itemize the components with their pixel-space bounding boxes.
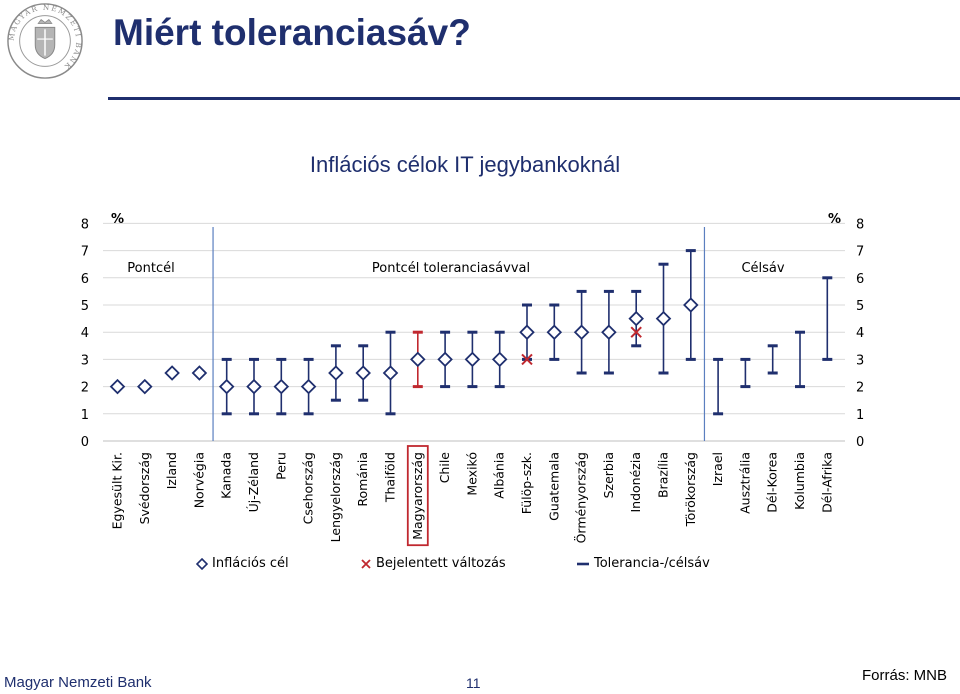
target-marker (601, 324, 617, 340)
legend-label-change: Bejelentett változás (376, 556, 506, 571)
page-title: Miért toleranciasáv? (113, 12, 471, 53)
target-marker (164, 365, 180, 381)
target-marker (109, 378, 126, 395)
target-marker (546, 324, 563, 340)
group-label: Célsáv (741, 261, 784, 276)
change-marker (630, 326, 642, 338)
band-line-icon (577, 562, 589, 565)
x-tick-label: Chile (437, 452, 452, 484)
chart-title: Inflációs célok IT jegybankoknál (310, 152, 620, 177)
target-marker (683, 297, 699, 313)
x-tick-label: Új-Zéland (246, 452, 261, 512)
target-marker (382, 365, 399, 381)
x-tick-label: Thaiföld (383, 452, 398, 503)
x-tick-label: Kolumbia (792, 452, 807, 510)
y-tick-label-left: 4 (81, 326, 89, 341)
diamond-marker-icon (196, 557, 208, 570)
target-marker (328, 365, 344, 381)
target-marker (628, 310, 644, 327)
y-tick-label-left: 8 (81, 217, 89, 232)
x-tick-label: Norvégia (191, 452, 206, 508)
target-marker (437, 351, 453, 368)
y-tick-label-left: 2 (81, 381, 89, 396)
legend-item-change: Bejelentett változás (360, 556, 506, 571)
x-tick-label: Csehország (301, 452, 316, 524)
legend-item-target: Inflációs cél (196, 556, 289, 571)
legend-item-band: Tolerancia-/célsáv (576, 556, 710, 571)
legend-label-target: Inflációs cél (212, 556, 289, 571)
target-marker (246, 378, 262, 395)
source-note: Forrás: MNB (862, 667, 948, 684)
target-marker (519, 324, 535, 340)
x-tick-label: Albánia (492, 452, 507, 499)
y-tick-label-right: 3 (856, 353, 864, 368)
page-number: 11 (466, 675, 481, 691)
x-tick-label: Brazília (656, 452, 671, 498)
y-tick-label-left: 5 (81, 299, 89, 314)
x-tick-label: Svédország (137, 452, 152, 524)
y-tick-label-left: 7 (81, 245, 89, 260)
x-tick-label: Kanada (219, 452, 234, 499)
x-tick-label: Törökország (683, 452, 698, 527)
target-marker (218, 378, 235, 395)
target-marker (300, 378, 317, 395)
y-tick-label-left: 6 (81, 272, 89, 287)
x-tick-label: Izrael (710, 452, 725, 486)
y-unit-left: % (111, 212, 124, 227)
footer-bank-name: Magyar Nemzeti Bank (4, 674, 152, 691)
target-marker (137, 378, 153, 395)
y-tick-label-right: 0 (856, 435, 864, 450)
x-tick-label: Indonézia (628, 452, 643, 513)
y-tick-label-right: 5 (856, 299, 864, 314)
title-divider (108, 97, 960, 100)
x-tick-label: Izland (164, 452, 179, 489)
target-marker (464, 351, 481, 368)
y-tick-label-right: 8 (856, 217, 864, 232)
y-tick-label-left: 1 (81, 408, 89, 423)
x-tick-label: Egyesült Kir. (110, 452, 125, 529)
x-tick-label: Románia (355, 452, 370, 507)
y-tick-label-right: 7 (856, 245, 864, 260)
y-tick-label-right: 2 (856, 381, 864, 396)
change-marker (521, 353, 533, 366)
x-tick-label: Dél-Korea (765, 452, 780, 513)
target-marker (355, 365, 371, 381)
group-label: Pontcél (127, 261, 174, 276)
x-tick-label: Mexikó (464, 452, 479, 496)
x-tick-label: Guatemala (546, 452, 561, 521)
y-tick-label-right: 6 (856, 272, 864, 287)
x-tick-label: Fülöp-szk. (519, 452, 534, 514)
y-tick-label-left: 0 (81, 435, 89, 450)
x-tick-label: Lengyelország (328, 452, 343, 542)
target-marker (491, 351, 508, 368)
y-tick-label-left: 3 (81, 353, 89, 368)
y-tick-label-right: 4 (856, 326, 864, 341)
x-tick-label: Ausztrália (737, 452, 752, 514)
x-tick-label: Dél-Afrika (819, 452, 834, 513)
group-label: Pontcél toleranciasávval (372, 261, 530, 276)
target-marker (410, 351, 426, 368)
y-tick-label-right: 1 (856, 408, 864, 423)
target-marker (655, 310, 672, 327)
highlight-box (406, 445, 429, 547)
target-marker (191, 365, 208, 381)
y-unit-right: % (828, 212, 841, 227)
cross-marker-icon (361, 558, 371, 569)
x-tick-label: Örményország (573, 452, 589, 543)
target-marker (273, 378, 290, 395)
legend-label-band: Tolerancia-/célsáv (594, 556, 710, 571)
target-marker (573, 324, 590, 340)
mnb-logo: MAGYAR NEMZETI BANK (7, 3, 83, 79)
x-tick-label: Magyarország (410, 452, 425, 540)
x-tick-label: Peru (273, 452, 288, 480)
x-tick-label: Szerbia (601, 452, 616, 498)
